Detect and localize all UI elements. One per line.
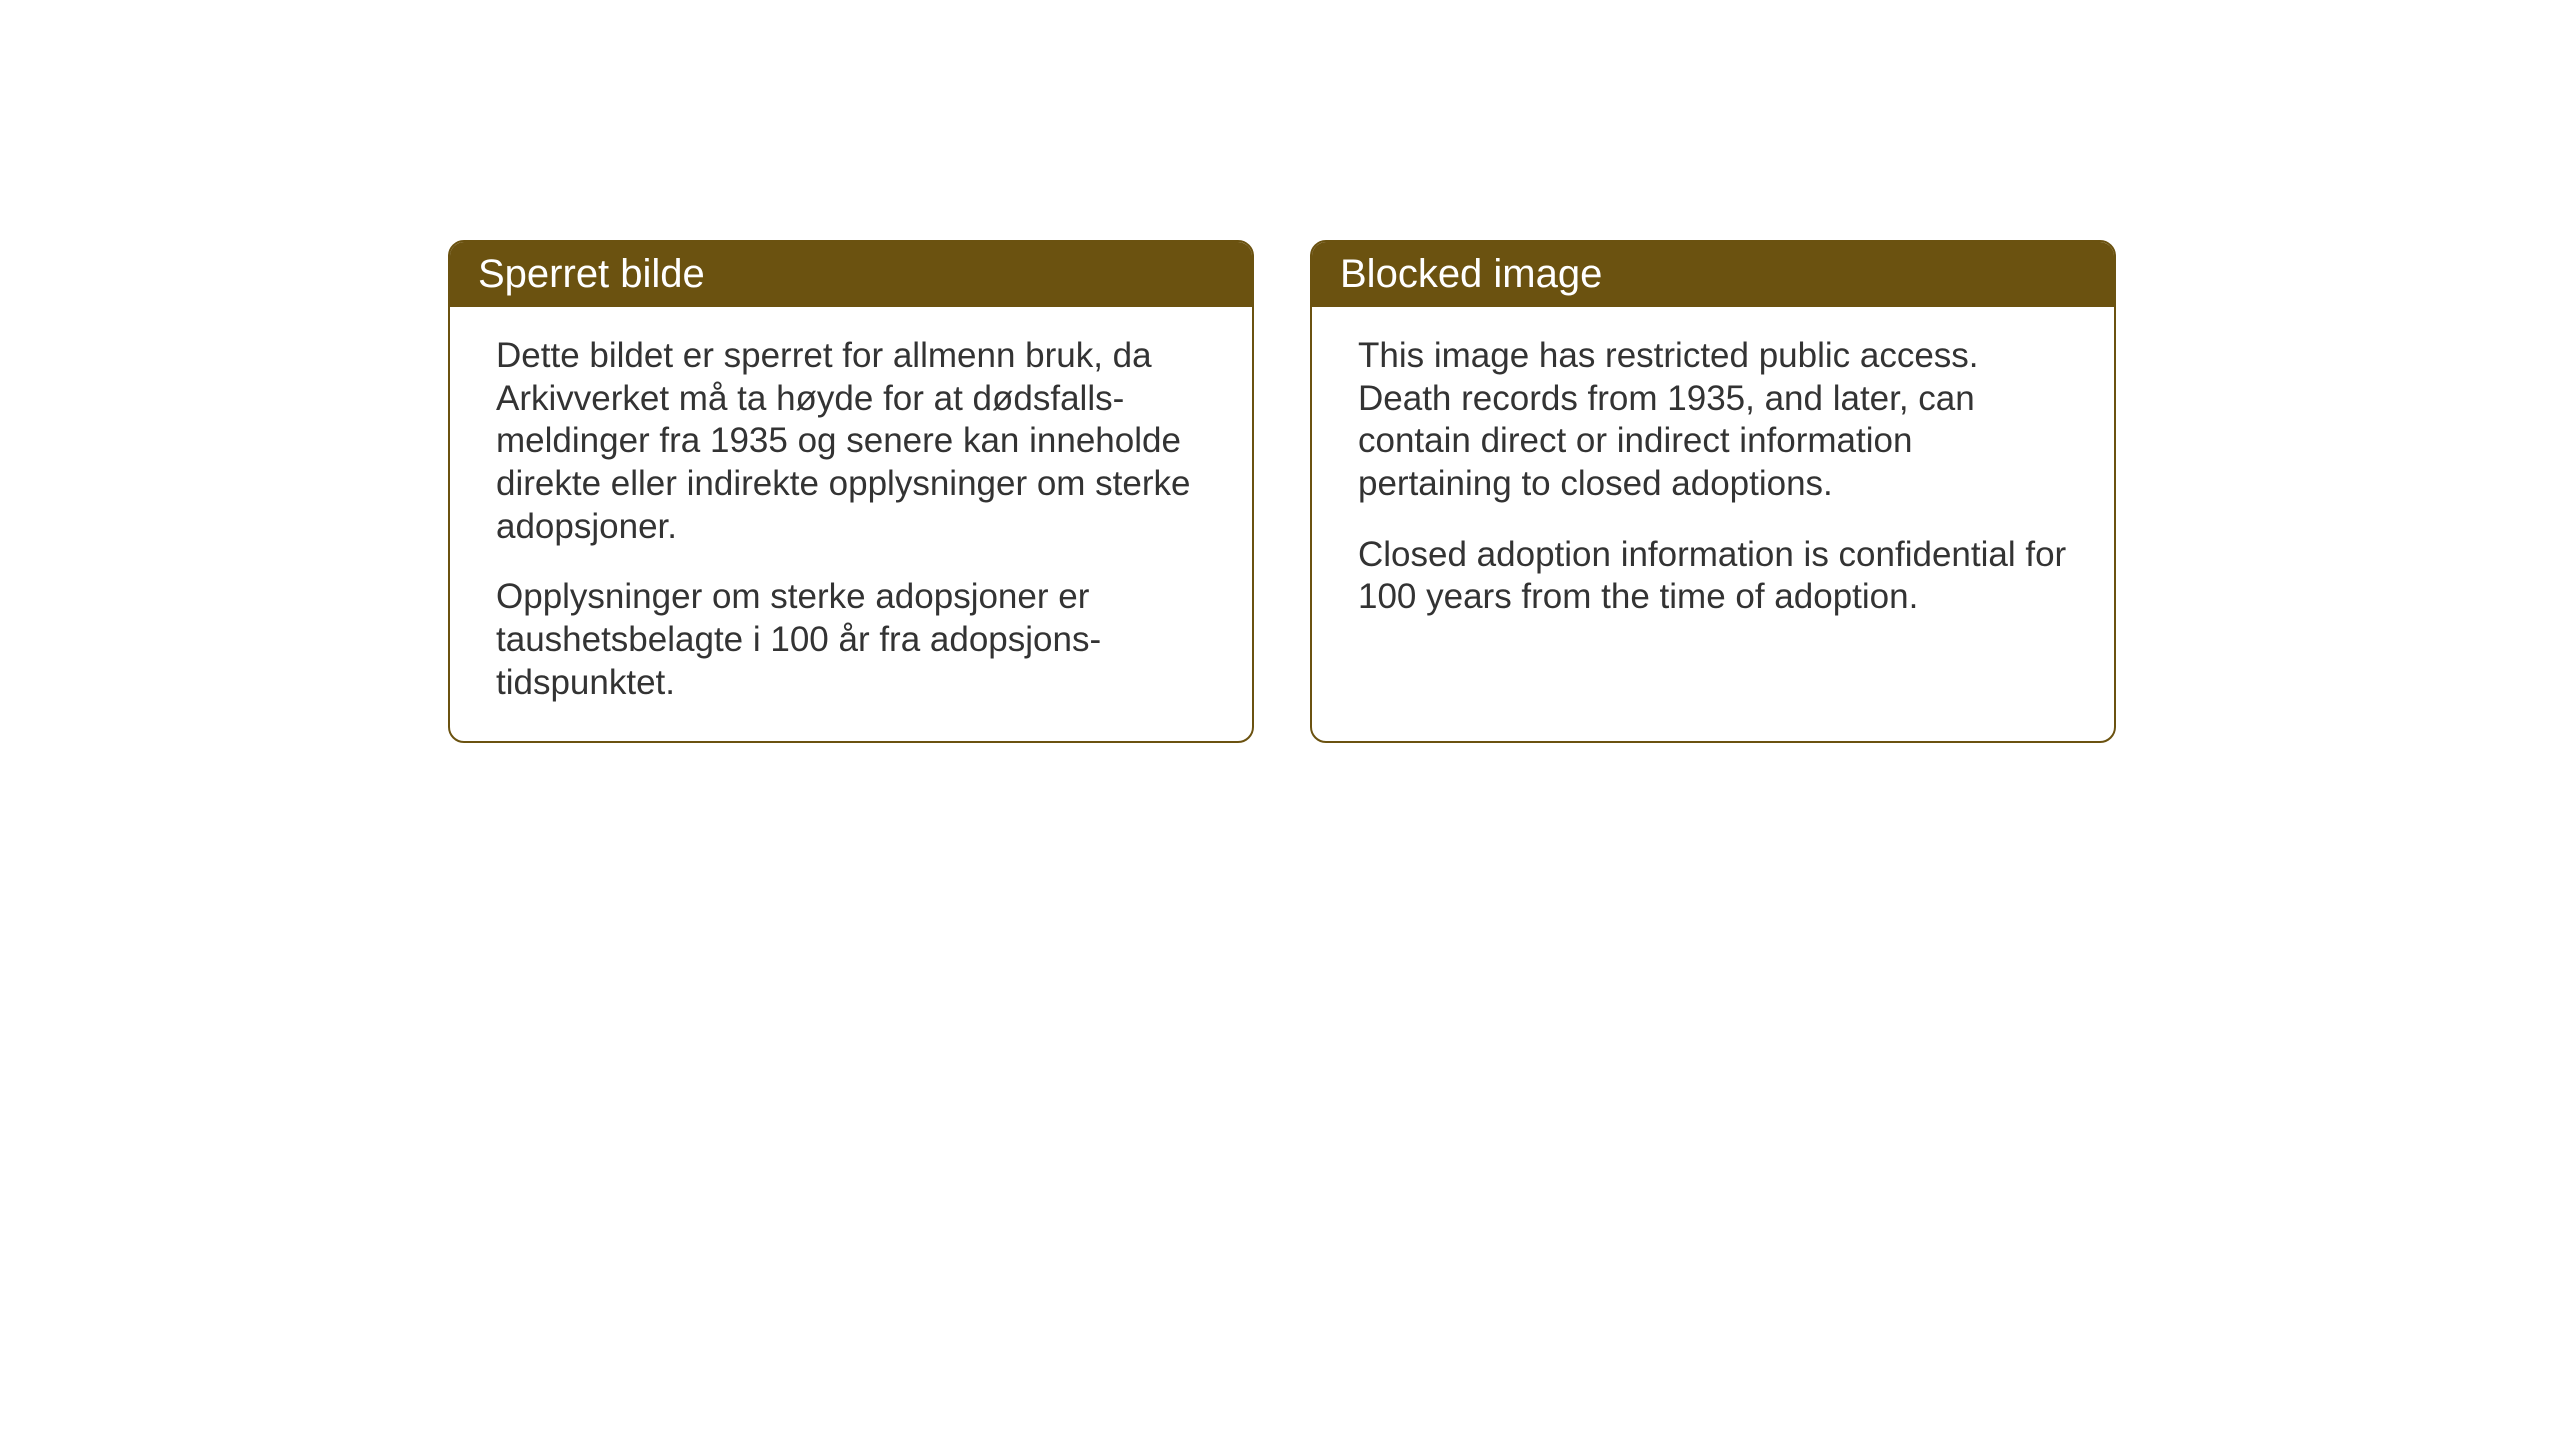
english-paragraph-2: Closed adoption information is confident…	[1358, 534, 2068, 619]
notice-container: Sperret bilde Dette bildet er sperret fo…	[448, 240, 2116, 743]
norwegian-paragraph-1: Dette bildet er sperret for allmenn bruk…	[496, 335, 1206, 548]
norwegian-card-body: Dette bildet er sperret for allmenn bruk…	[450, 307, 1252, 741]
english-notice-card: Blocked image This image has restricted …	[1310, 240, 2116, 743]
english-paragraph-1: This image has restricted public access.…	[1358, 335, 2068, 506]
norwegian-paragraph-2: Opplysninger om sterke adopsjoner er tau…	[496, 576, 1206, 704]
english-card-title: Blocked image	[1312, 242, 2114, 307]
norwegian-notice-card: Sperret bilde Dette bildet er sperret fo…	[448, 240, 1254, 743]
norwegian-card-title: Sperret bilde	[450, 242, 1252, 307]
english-card-body: This image has restricted public access.…	[1312, 307, 2114, 655]
